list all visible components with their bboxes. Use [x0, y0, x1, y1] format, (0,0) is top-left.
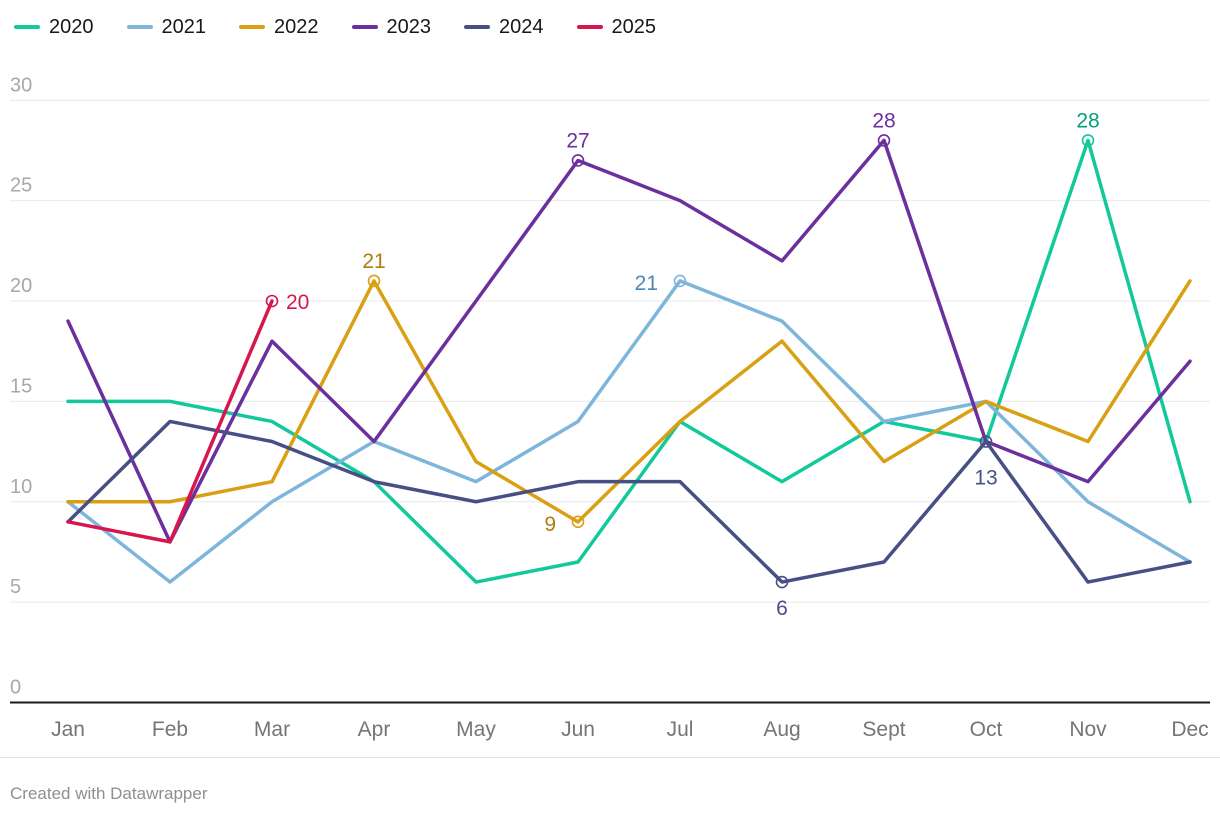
legend-item-label: 2020: [49, 16, 94, 38]
data-point-2021-Jul[interactable]: [673, 274, 687, 288]
data-point-2025-Mar[interactable]: [265, 294, 279, 308]
data-point-label-2022-Jun: 9: [544, 513, 556, 536]
y-tick-label: 20: [10, 275, 32, 297]
legend-item-2023: 2023: [351, 16, 432, 38]
x-tick-label-Nov: Nov: [1069, 718, 1107, 741]
y-tick-label: 5: [10, 576, 21, 598]
data-point-2023-Jun[interactable]: [571, 154, 585, 167]
data-point-label-2021-Jul: 21: [635, 272, 658, 295]
legend-item-label: 2023: [386, 16, 432, 38]
x-tick-label-Feb: Feb: [152, 718, 188, 741]
data-point-label-2023-Jun: 27: [566, 129, 589, 152]
x-tick-label-Dec: Dec: [1171, 718, 1208, 741]
series-line-2023[interactable]: [66, 138, 1192, 544]
footer-divider: [0, 757, 1220, 758]
x-tick-label-Oct: Oct: [970, 718, 1003, 741]
legend-item-label: 2022: [274, 16, 319, 38]
legend-item-label: 2021: [161, 16, 207, 38]
data-point-label-2025-Mar: 20: [286, 291, 309, 314]
data-point-label-2023-Sept: 28: [872, 109, 895, 132]
y-tick-label: 10: [10, 476, 32, 498]
legend-item-2021: 2021: [126, 16, 207, 38]
data-point-label-2022-Apr: 21: [362, 250, 385, 273]
series-line-2025[interactable]: [66, 299, 274, 544]
x-tick-label-Aug: Aug: [763, 718, 800, 741]
data-point-label-2024-Oct: 13: [974, 467, 997, 490]
data-point-2022-Jun[interactable]: [571, 515, 585, 529]
legend-swatch-2023: [351, 25, 378, 29]
x-tick-label-Jun: Jun: [561, 718, 595, 741]
data-point-label-2024-Aug: 6: [776, 597, 788, 620]
x-tick-label-Sept: Sept: [862, 718, 905, 741]
data-point-2024-Oct[interactable]: [979, 435, 993, 448]
y-tick-label: 15: [10, 375, 32, 397]
data-point-label-2020-Nov: 28: [1076, 109, 1099, 132]
series-line-2024[interactable]: [66, 419, 1192, 584]
legend-item-2022: 2022: [239, 17, 319, 37]
line-chart: 0 5 10 15 20 25 30 Jan Feb Mar Apr May Jun Jul Aug Sept…: [10, 74, 1210, 741]
x-tick-label-May: May: [456, 718, 496, 741]
legend-item-2025: 2025: [576, 16, 657, 38]
legend-swatch-2021: [126, 25, 153, 29]
data-point-2024-Aug[interactable]: [775, 575, 789, 589]
datawrapper-credit[interactable]: Created with Datawrapper: [10, 784, 208, 803]
legend-item-2020: 2020: [14, 17, 94, 37]
legend-swatch-2025: [576, 25, 603, 29]
data-point-2020-Nov[interactable]: [1081, 134, 1095, 147]
y-tick-label: 25: [10, 175, 32, 197]
y-tick-label: 30: [10, 74, 32, 96]
y-tick-label: 0: [10, 677, 21, 699]
series-line-2020[interactable]: [66, 138, 1192, 584]
legend: 2020 2021 2022 2023 2024 2025: [14, 17, 656, 37]
x-tick-label-Jul: Jul: [667, 718, 694, 741]
x-tick-label-Mar: Mar: [254, 718, 290, 741]
x-tick-label-Jan: Jan: [51, 718, 85, 741]
legend-item-label: 2024: [499, 16, 544, 38]
legend-swatch-2024: [464, 25, 490, 29]
data-point-2023-Sept[interactable]: [877, 134, 891, 147]
legend-item-2024: 2024: [464, 17, 544, 37]
series-line-2022[interactable]: [66, 279, 1192, 524]
legend-item-label: 2025: [611, 16, 657, 38]
data-point-2022-Apr[interactable]: [367, 274, 381, 288]
x-tick-label-Apr: Apr: [358, 718, 391, 741]
legend-swatch-2022: [239, 25, 265, 29]
legend-swatch-2020: [14, 25, 40, 29]
series-line-2021[interactable]: [66, 279, 1192, 584]
